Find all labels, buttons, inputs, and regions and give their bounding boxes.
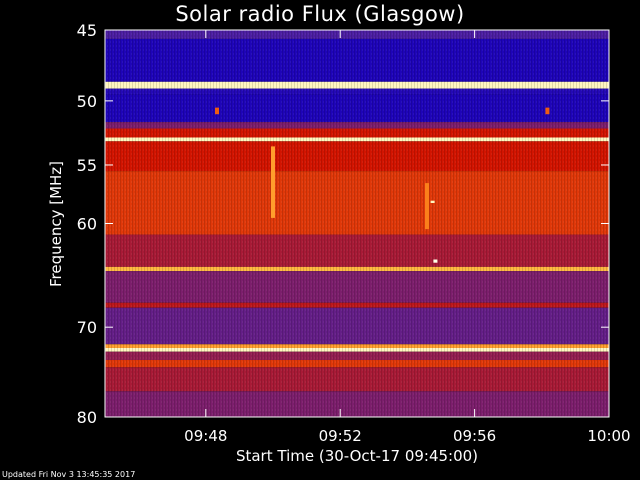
- frequency-band-16: [105, 348, 609, 352]
- frequency-band-12: [105, 271, 609, 303]
- frequency-band-11: [105, 266, 609, 272]
- frequency-band-4: [105, 94, 609, 122]
- frequency-band-0: [105, 30, 609, 39]
- burst-event-4: [215, 107, 219, 115]
- frequency-band-20: [105, 391, 609, 417]
- frequency-band-15: [105, 344, 609, 348]
- chart-title: Solar radio Flux (Glasgow): [175, 2, 465, 26]
- burst-event-3: [425, 183, 429, 230]
- y-tick-label: 70: [77, 318, 97, 337]
- y-tick-label: 45: [77, 21, 97, 40]
- frequency-band-19: [105, 367, 609, 392]
- frequency-band-10: [105, 234, 609, 267]
- x-tick-label: 09:48: [184, 427, 227, 445]
- y-tick-label: 50: [77, 92, 97, 111]
- y-axis-label: Frequency [MHz]: [47, 161, 65, 287]
- frequency-band-2: [105, 81, 609, 89]
- frequency-band-9: [105, 171, 609, 235]
- frequency-band-8: [105, 141, 609, 171]
- axis-ticks: 45 50 55 60 70 80 09:48 09:52 09:56 10:00: [77, 21, 631, 445]
- frequency-band-5: [105, 122, 609, 129]
- frequency-band-14: [105, 307, 609, 345]
- x-tick-label: 09:56: [453, 427, 496, 445]
- burst-event-0: [271, 146, 275, 218]
- frequency-band-17: [105, 351, 609, 360]
- x-axis-label: Start Time (30-Oct-17 09:45:00): [236, 447, 478, 465]
- y-tick-label: 55: [77, 156, 97, 175]
- frequency-band-1: [105, 38, 609, 82]
- burst-event-5: [545, 107, 550, 115]
- burst-event-2: [433, 259, 438, 263]
- frequency-bands: [105, 30, 609, 417]
- y-tick-label: 60: [77, 215, 97, 234]
- y-tick-label: 80: [77, 408, 97, 427]
- burst-event-1: [430, 200, 435, 203]
- x-tick-label: 09:52: [319, 427, 362, 445]
- x-tick-label: 10:00: [587, 427, 630, 445]
- updated-timestamp: Updated Fri Nov 3 13:45:35 2017: [2, 470, 136, 479]
- burst-events: [215, 107, 550, 263]
- frequency-band-3: [105, 88, 609, 95]
- frequency-band-18: [105, 360, 609, 368]
- frequency-band-13: [105, 302, 609, 308]
- frequency-band-6: [105, 128, 609, 138]
- frequency-band-7: [105, 137, 609, 142]
